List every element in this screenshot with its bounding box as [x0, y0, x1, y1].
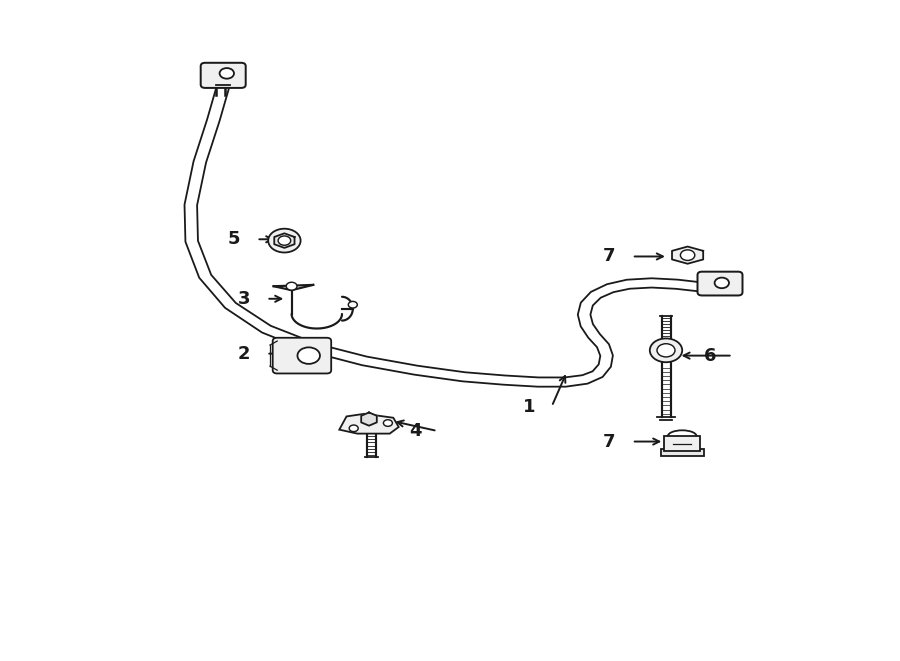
Ellipse shape [298, 348, 320, 364]
FancyBboxPatch shape [661, 449, 704, 456]
Text: 7: 7 [603, 247, 616, 266]
Circle shape [680, 250, 695, 260]
Circle shape [349, 425, 358, 432]
FancyBboxPatch shape [201, 63, 246, 88]
Text: 2: 2 [238, 344, 250, 363]
FancyBboxPatch shape [273, 338, 331, 373]
Text: 1: 1 [523, 397, 536, 416]
FancyBboxPatch shape [698, 272, 742, 295]
Text: 6: 6 [704, 346, 716, 365]
FancyBboxPatch shape [664, 436, 700, 451]
Text: 3: 3 [238, 290, 250, 308]
Polygon shape [274, 233, 294, 248]
Circle shape [657, 344, 675, 357]
Circle shape [268, 229, 301, 253]
Polygon shape [672, 247, 703, 264]
Text: 7: 7 [603, 432, 616, 451]
Polygon shape [361, 412, 377, 426]
Text: 5: 5 [228, 230, 240, 249]
Circle shape [650, 338, 682, 362]
Text: 4: 4 [409, 422, 421, 440]
Circle shape [383, 420, 392, 426]
Circle shape [286, 282, 297, 290]
Circle shape [348, 301, 357, 308]
Circle shape [220, 68, 234, 79]
Circle shape [715, 278, 729, 288]
Polygon shape [339, 414, 399, 434]
Circle shape [278, 236, 291, 245]
